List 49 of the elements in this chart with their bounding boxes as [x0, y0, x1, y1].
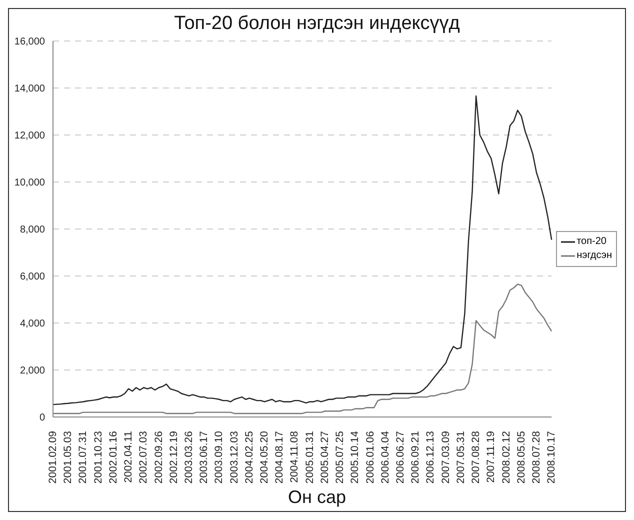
legend-label: нэгдсэн: [576, 249, 612, 263]
x-tick-label: 2004.11.08: [288, 430, 301, 483]
x-tick-label: 2006.12.13: [424, 430, 437, 484]
y-tick-label: 16,000: [14, 36, 46, 48]
x-tick-label: 2003.03.26: [182, 430, 195, 484]
y-tick-label: 12,000: [14, 130, 46, 142]
chart-title: Топ-20 болон нэгдсэн индексүүд: [173, 13, 461, 35]
y-tick-label: 14,000: [14, 84, 46, 95]
x-tick-label: 2008.10.17: [546, 430, 558, 484]
x-tick-label: 2005.01.31: [304, 430, 316, 484]
y-tick-label: 10,000: [14, 178, 46, 189]
line-series: [52, 284, 552, 414]
y-tick-label: 4,000: [20, 318, 46, 330]
x-tick-label: 2007.08.28: [470, 430, 482, 484]
x-tick-label: 2002.09.26: [152, 430, 165, 484]
x-tick-label: 2002.01.16: [107, 430, 120, 484]
y-tick-label: 0: [39, 412, 46, 424]
y-tick-label: 6,000: [20, 272, 46, 283]
y-tick-label: 2,000: [20, 366, 46, 377]
x-tick-label: 2003.06.17: [198, 430, 210, 484]
x-axis-title: Он сар: [287, 487, 347, 508]
x-tick-label: 2003.12.03: [228, 430, 240, 484]
x-tick-label: 2005.07.25: [334, 430, 346, 484]
x-tick-label: 2007.11.19: [485, 430, 498, 483]
x-tick-label: 2006.09.21: [410, 430, 422, 484]
x-tick-label: 2008.07.28: [530, 430, 542, 484]
x-tick-label: 2002.12.19: [168, 430, 180, 484]
x-tick-label: 2006.01.06: [364, 430, 376, 484]
x-tick-label: 2001.07.31: [77, 430, 90, 484]
x-tick-label: 2005.10.14: [349, 430, 362, 484]
x-tick-label: 2001.05.03: [62, 430, 74, 484]
x-tick-label: 2004.05.20: [258, 430, 271, 484]
x-tick-label: 2008.02.12: [500, 430, 512, 484]
x-tick-label: 2001.10.23: [92, 430, 104, 484]
x-tick-label: 2004.02.25: [243, 430, 256, 484]
x-tick-label: 2005.04.27: [318, 430, 331, 484]
x-tick-label: 2003.09.10: [213, 430, 226, 484]
legend-label: топ-20: [576, 235, 606, 249]
y-tick-label: 8,000: [20, 224, 46, 236]
x-tick-label: 2006.04.04: [379, 430, 392, 484]
x-tick-label: 2002.04.11: [122, 430, 135, 483]
line-series: [52, 95, 552, 406]
x-tick-label: 2007.03.09: [440, 430, 452, 484]
x-tick-label: 2001.02.09: [47, 430, 59, 484]
x-tick-label: 2004.08.17: [274, 430, 286, 484]
x-tick-label: 2002.07.03: [138, 430, 150, 484]
x-tick-label: 2007.05.31: [454, 430, 467, 484]
x-tick-label: 2008.05.05: [515, 430, 528, 484]
x-tick-label: 2006.06.27: [394, 430, 407, 484]
